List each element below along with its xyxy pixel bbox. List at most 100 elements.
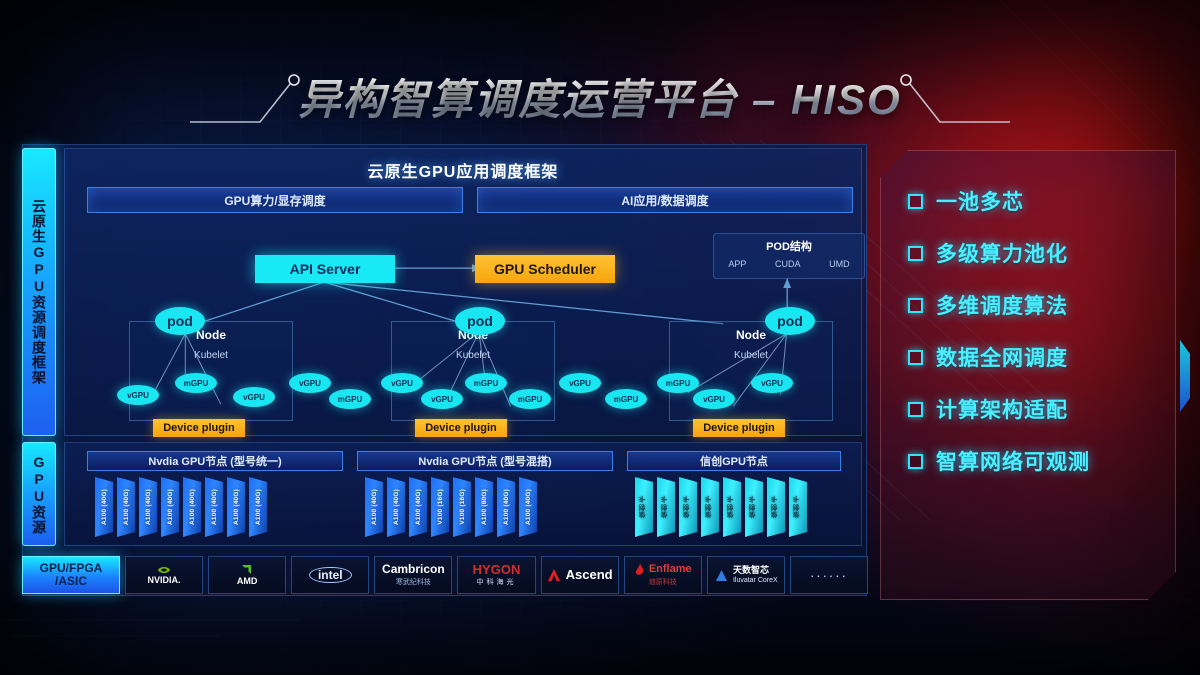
mgpu-ellipse[interactable]: mGPU <box>657 373 699 393</box>
vendor-logo-row: GPU/FPGA /ASIC NVIDIA. AMD intel Cambric… <box>22 556 868 594</box>
feature-item-1[interactable]: 多级算力池化 <box>908 238 1162 268</box>
gpu-card-label: A100 (40G) <box>370 489 378 525</box>
device-plugin-box[interactable]: Device plugin <box>153 419 245 437</box>
gpu-card[interactable]: A100 (40G) <box>183 477 201 537</box>
feature-label: 一池多芯 <box>936 191 1024 214</box>
vendor-chip-enflame[interactable]: Enflame 燧原科技 <box>623 556 702 594</box>
framework-bar-ai[interactable]: AI应用/数据调度 <box>477 187 853 213</box>
feature-item-4[interactable]: 计算架构适配 <box>908 394 1162 424</box>
feature-label: 智算网络可观测 <box>936 451 1090 474</box>
vendor-chip-hygon[interactable]: HYGON 中科海光 <box>457 556 536 594</box>
enflame-icon <box>635 563 644 575</box>
checkbox-icon[interactable] <box>908 401 923 417</box>
gpu-card[interactable]: A100 (40G) <box>95 477 113 537</box>
feature-item-2[interactable]: 多维调度算法 <box>908 290 1162 320</box>
gpu-card-label: V100 (16G) <box>458 489 466 525</box>
amd-icon <box>242 565 252 575</box>
api-server-box[interactable]: API Server <box>255 255 395 283</box>
gpu-card[interactable]: A100 (40G) <box>365 477 383 537</box>
gpu-card-label: A100 (40G) <box>210 489 218 525</box>
gpu-card[interactable]: A100 (40G) <box>205 477 223 537</box>
gpu-card-rack: A100 (40G) A100 (40G) A100 (40G) V100 (16G)… <box>365 477 537 537</box>
gpu-card[interactable]: 信创 卡 <box>679 477 697 537</box>
framework-bar-compute[interactable]: GPU算力/显存调度 <box>87 187 463 213</box>
node-kubelet-label: Kubelet <box>456 350 490 361</box>
pod-ellipse[interactable]: pod <box>155 307 205 335</box>
gpu-card[interactable]: 信创 卡 <box>657 477 675 537</box>
gpu-card[interactable]: 信创 卡 <box>701 477 719 537</box>
feature-label: 多维调度算法 <box>936 295 1068 318</box>
device-plugin-box[interactable]: Device plugin <box>693 419 785 437</box>
vendor-chip-iluvatar[interactable]: 天数智芯 Iluvatar CoreX <box>706 556 785 594</box>
feature-item-3[interactable]: 数据全网调度 <box>908 342 1162 372</box>
checkbox-icon[interactable] <box>908 245 923 261</box>
mgpu-ellipse[interactable]: mGPU <box>329 389 371 409</box>
feature-panel-frame <box>880 150 1176 600</box>
mgpu-ellipse[interactable]: mGPU <box>175 373 217 393</box>
vendor-chip-amd[interactable]: AMD <box>208 556 287 594</box>
vgpu-ellipse[interactable]: vGPU <box>233 387 275 407</box>
vgpu-ellipse[interactable]: mGPU <box>605 389 647 409</box>
gpu-card[interactable]: V100 (16G) <box>431 477 449 537</box>
gpu-card[interactable]: 信创 卡 <box>789 477 807 537</box>
gpu-node-bar[interactable]: Nvdia GPU节点 (型号混搭) <box>357 451 613 471</box>
gpu-card-label: A100 (40G) <box>392 489 400 525</box>
gpu-node-bar[interactable]: Nvdia GPU节点 (型号统一) <box>87 451 343 471</box>
node-title: Node <box>736 328 766 342</box>
gpu-card[interactable]: A100 (40G) <box>227 477 245 537</box>
vgpu-ellipse[interactable]: vGPU <box>289 373 331 393</box>
gpu-node-bar[interactable]: 信创GPU节点 <box>627 451 841 471</box>
gpu-card-label: 信创 卡 <box>640 495 647 519</box>
vendor-chip-cambricon[interactable]: Cambricon 寒武纪科技 <box>374 556 453 594</box>
gpu-card[interactable]: 信创 卡 <box>723 477 741 537</box>
gpu-card[interactable]: A100 (40G) <box>409 477 427 537</box>
device-plugin-box[interactable]: Device plugin <box>415 419 507 437</box>
checkbox-icon[interactable] <box>908 453 923 469</box>
gpu-card-label: 信创 卡 <box>706 495 713 519</box>
pod-ellipse[interactable]: pod <box>765 307 815 335</box>
gpu-card[interactable]: 信创 卡 <box>767 477 785 537</box>
side-label-framework-text: 云原生GPU资源调度框架 <box>31 199 47 385</box>
vendor-chip-nvidia[interactable]: NVIDIA. <box>125 556 204 594</box>
vendor-category-label: GPU/FPGA /ASIC <box>22 556 120 594</box>
gpu-card[interactable]: 信创 卡 <box>635 477 653 537</box>
gpu-card[interactable]: A100 (40G) <box>387 477 405 537</box>
checkbox-icon[interactable] <box>908 349 923 365</box>
checkbox-icon[interactable] <box>908 297 923 313</box>
gpu-card[interactable]: A100 (40G) <box>161 477 179 537</box>
gpu-card-label: A100 (40G) <box>122 489 130 525</box>
gpu-scheduler-box[interactable]: GPU Scheduler <box>475 255 615 283</box>
gpu-card[interactable]: A100 (40G) <box>249 477 267 537</box>
gpu-card[interactable]: A100 (40G) <box>117 477 135 537</box>
gpu-card-label: 信创 卡 <box>728 495 735 519</box>
vendor-name-nvidia: NVIDIA. <box>147 575 181 586</box>
checkbox-icon[interactable] <box>908 193 923 209</box>
gpu-card[interactable]: A100 (40G) <box>497 477 515 537</box>
vgpu-ellipse[interactable]: vGPU <box>421 389 463 409</box>
vendor-chip-more[interactable]: ······ <box>789 556 868 594</box>
vgpu-ellipse[interactable]: vGPU <box>751 373 793 393</box>
framework-title: 云原生GPU应用调度框架 <box>367 164 559 181</box>
vgpu-ellipse[interactable]: vGPU <box>559 373 601 393</box>
vendor-name-intel: intel <box>308 566 352 584</box>
vgpu-ellipse[interactable]: vGPU <box>693 389 735 409</box>
gpu-card[interactable]: A100 (80G) <box>475 477 493 537</box>
mgpu-ellipse[interactable]: mGPU <box>465 373 507 393</box>
vendor-chip-intel[interactable]: intel <box>291 556 370 594</box>
gpu-card[interactable]: A100 (40G) <box>139 477 157 537</box>
gpu-card-label: 信创 卡 <box>750 495 757 519</box>
vgpu-ellipse[interactable]: vGPU <box>117 385 159 405</box>
gpu-card[interactable]: 信创 卡 <box>745 477 763 537</box>
vgpu-ellipse[interactable]: vGPU <box>381 373 423 393</box>
mgpu-ellipse[interactable]: mGPU <box>509 389 551 409</box>
feature-item-0[interactable]: 一池多芯 <box>908 186 1162 216</box>
vendor-chip-ascend[interactable]: Ascend <box>540 556 619 594</box>
feature-item-5[interactable]: 智算网络可观测 <box>908 446 1162 476</box>
gpu-card[interactable]: A100 (40G) <box>519 477 537 537</box>
gpu-card-label: 信创 卡 <box>662 495 669 519</box>
vendor-category-line1: GPU/FPGA <box>39 560 103 575</box>
vendor-name-enflame: Enflame <box>648 562 692 575</box>
gpu-card-label: 信创 卡 <box>684 495 691 519</box>
pod-ellipse[interactable]: pod <box>455 307 505 335</box>
gpu-card[interactable]: V100 (16G) <box>453 477 471 537</box>
